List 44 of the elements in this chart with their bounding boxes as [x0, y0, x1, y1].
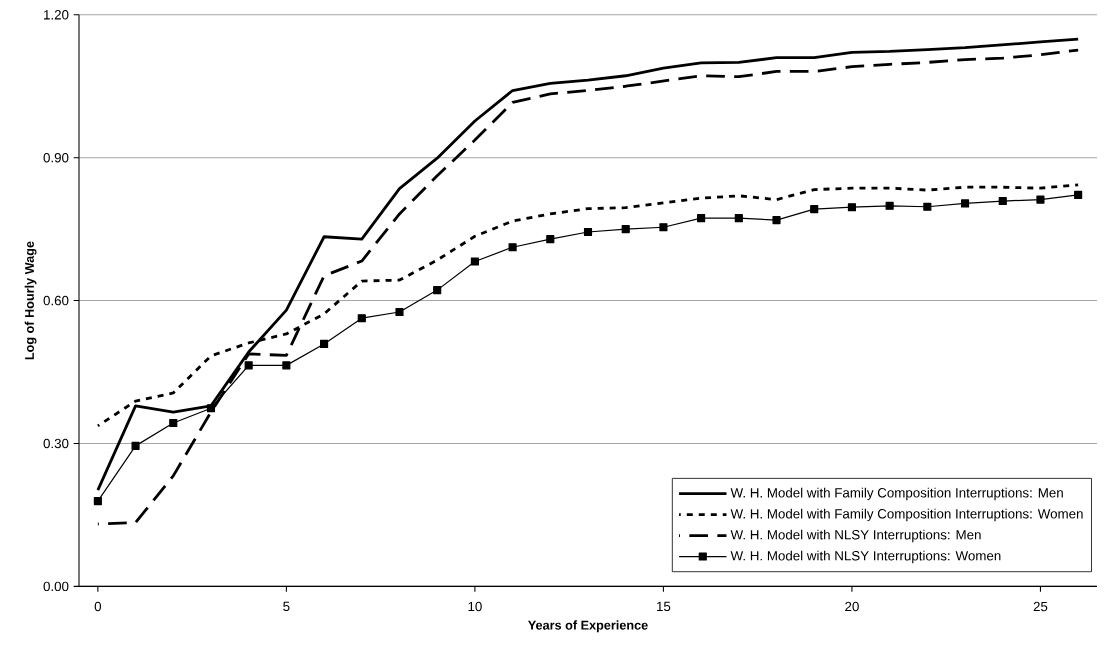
y-tick-label: 0.30: [43, 438, 69, 449]
point: [169, 418, 178, 428]
x-tick-label: 25: [1033, 601, 1048, 612]
x-tick-label: 10: [468, 601, 482, 612]
y-tick-label: 1.20: [44, 10, 69, 20]
point: [93, 497, 102, 506]
x-tick-label: 15: [657, 601, 671, 612]
x-tick-label: 5: [283, 601, 290, 612]
point: [847, 203, 856, 212]
y-tick-label: 0.90: [43, 152, 69, 163]
point: [1036, 195, 1045, 204]
point: [546, 235, 555, 244]
point: [433, 286, 442, 295]
legend-label: W. H. Model with Family Composition Interruptions: Women: [730, 508, 1083, 522]
point: [923, 202, 932, 211]
y-axis-title: Log of Hourly Wage: [24, 241, 37, 360]
point: [810, 205, 819, 214]
point: [131, 441, 140, 450]
point: [772, 216, 781, 225]
point: [508, 243, 517, 252]
point: [1074, 190, 1083, 199]
legend-label: W. H. Model with NLSY Interruptions: Women: [730, 550, 1001, 564]
point: [206, 404, 216, 413]
point: [659, 223, 668, 232]
x-axis-title: Years of Experience: [528, 620, 648, 633]
point: [244, 361, 253, 370]
point: [357, 314, 366, 323]
x-tick-label: 0: [94, 601, 102, 612]
legend-label: W. H. Model with Family Composition Interruptions: Men: [730, 487, 1063, 501]
point: [998, 196, 1007, 206]
legend-label: W. H. Model with NLSY Interruptions: Men: [730, 529, 981, 543]
point: [734, 214, 743, 223]
point: [621, 225, 630, 234]
point: [885, 201, 894, 210]
point: [470, 257, 479, 266]
point: [320, 339, 329, 348]
point: [960, 199, 970, 208]
y-tick-label: 0.00: [43, 581, 69, 592]
point: [697, 214, 706, 223]
x-tick-label: 20: [845, 601, 859, 612]
point: [583, 227, 593, 237]
point: [395, 307, 404, 317]
y-tick-label: 0.60: [43, 295, 69, 306]
point: [282, 361, 291, 370]
